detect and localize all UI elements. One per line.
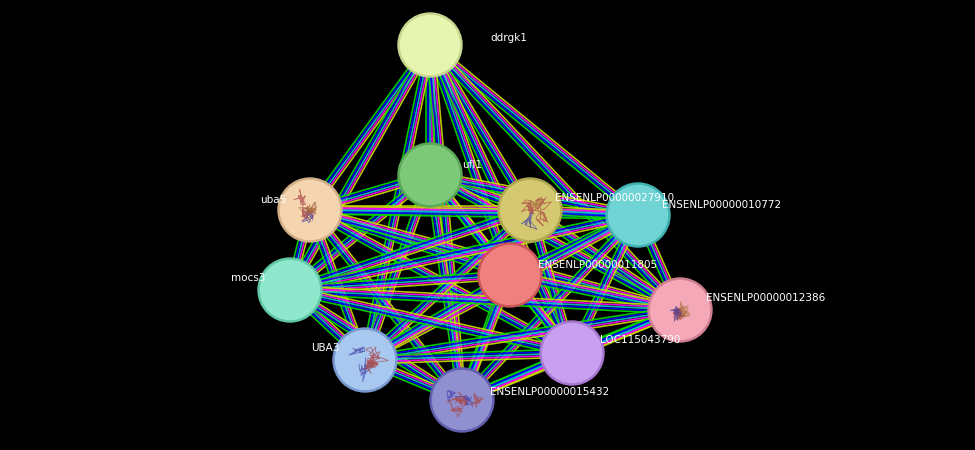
Circle shape bbox=[430, 368, 494, 432]
Circle shape bbox=[500, 180, 560, 239]
Circle shape bbox=[608, 185, 668, 244]
Circle shape bbox=[606, 183, 670, 247]
Circle shape bbox=[478, 243, 542, 307]
Circle shape bbox=[540, 321, 604, 385]
Text: ENSENLP00000015432: ENSENLP00000015432 bbox=[490, 387, 609, 397]
Circle shape bbox=[401, 15, 459, 75]
Text: ufl1: ufl1 bbox=[462, 160, 482, 170]
Text: LOC115043790: LOC115043790 bbox=[600, 335, 681, 345]
Text: UBA3: UBA3 bbox=[312, 343, 340, 353]
Circle shape bbox=[433, 370, 491, 429]
Circle shape bbox=[278, 178, 342, 242]
Circle shape bbox=[281, 180, 339, 239]
Circle shape bbox=[333, 328, 397, 392]
Circle shape bbox=[650, 280, 710, 339]
Text: uba5: uba5 bbox=[259, 195, 286, 205]
Text: ENSENLP00000012386: ENSENLP00000012386 bbox=[706, 293, 825, 303]
Text: mocs3: mocs3 bbox=[231, 273, 265, 283]
Text: ENSENLP00000011805: ENSENLP00000011805 bbox=[538, 260, 657, 270]
Circle shape bbox=[260, 261, 320, 319]
Circle shape bbox=[335, 330, 395, 390]
Circle shape bbox=[498, 178, 562, 242]
Text: ddrgk1: ddrgk1 bbox=[490, 33, 526, 43]
Circle shape bbox=[401, 145, 459, 204]
Circle shape bbox=[542, 324, 602, 382]
Text: ENSENLP00000010772: ENSENLP00000010772 bbox=[662, 200, 781, 210]
Circle shape bbox=[398, 13, 462, 77]
Circle shape bbox=[398, 143, 462, 207]
Circle shape bbox=[258, 258, 322, 322]
Text: ENSENLP00000027910: ENSENLP00000027910 bbox=[555, 193, 674, 203]
Circle shape bbox=[648, 278, 712, 342]
Circle shape bbox=[481, 246, 539, 305]
